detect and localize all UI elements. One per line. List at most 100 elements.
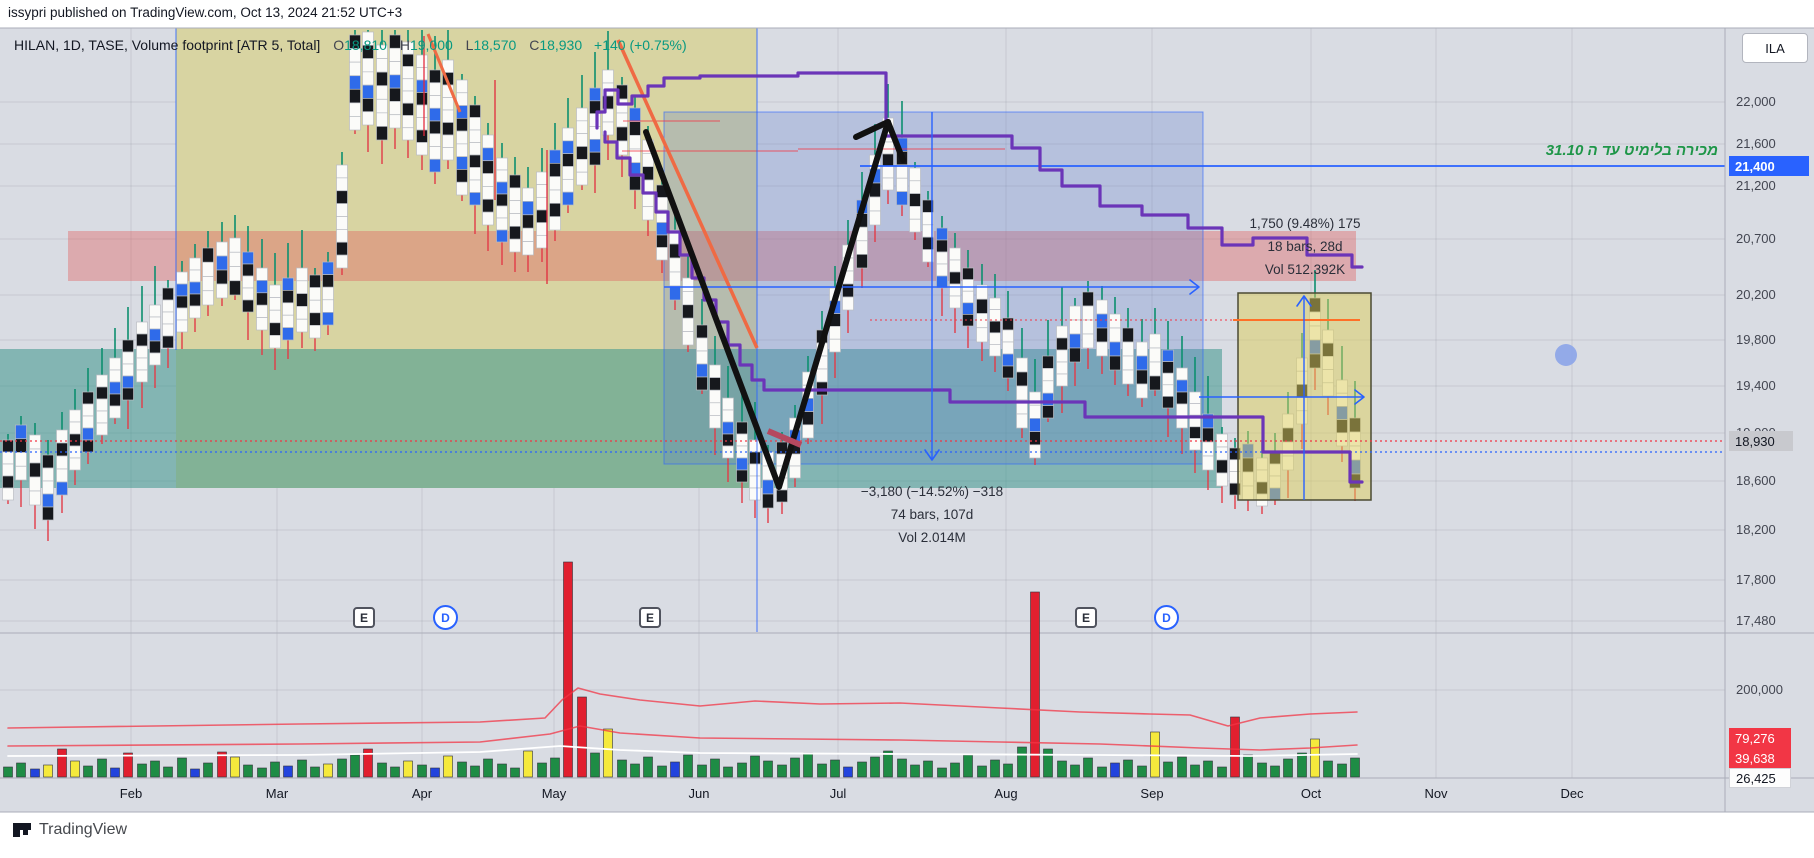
blue-range-box[interactable]: [663, 111, 1204, 465]
volume-ma-line[interactable]: [7, 687, 1358, 729]
footprint-cell: [149, 304, 161, 318]
black-v-arrow[interactable]: [643, 119, 891, 490]
up-arrowhead-icon[interactable]: [1296, 295, 1312, 307]
footprint-cell: [1016, 371, 1028, 387]
chart-legend[interactable]: HILAN, 1D, TASE, Volume footprint [ATR 5…: [14, 37, 687, 53]
down-arrowhead-icon[interactable]: [924, 449, 940, 461]
month-label-oct[interactable]: Oct: [1300, 786, 1322, 801]
footprint-cell: [522, 201, 534, 216]
volume-bar: [1177, 756, 1187, 778]
footprint-cell: [1122, 355, 1134, 371]
footprint-cell: [469, 154, 481, 168]
footprint-cell: [1189, 391, 1201, 404]
footprint-cell: [1069, 333, 1081, 349]
volume-bar: [1003, 763, 1013, 778]
month-label-aug[interactable]: Aug: [994, 786, 1018, 801]
dividend-badge[interactable]: D: [1154, 605, 1179, 630]
footprint-cell: [122, 375, 134, 389]
footprint-cell: [322, 286, 334, 301]
footprint-cell: [1162, 361, 1174, 374]
black-arrowhead[interactable]: [885, 119, 906, 163]
measure-down-label[interactable]: −3,180 (−14.52%) −318 74 bars, 107d Vol …: [861, 480, 1003, 549]
footprint-cell: [602, 121, 614, 136]
footprint-cell: [189, 293, 201, 307]
price-tick-label: 18,600: [1736, 473, 1776, 488]
footprint-cell: [909, 193, 921, 207]
volume-ma-line-2[interactable]: [7, 725, 1358, 751]
volume-ma-line-white[interactable]: [7, 745, 1358, 757]
month-label-nov[interactable]: Nov: [1424, 786, 1448, 801]
volume-bar: [470, 765, 480, 778]
footprint-cell: [549, 149, 561, 164]
footprint-cell: [2, 463, 14, 477]
purple-upper-step-line[interactable]: [595, 71, 1364, 269]
footprint-cell: [522, 214, 534, 229]
footprint-cell: [522, 227, 534, 242]
black-arrowhead[interactable]: [853, 119, 891, 140]
footprint-cell: [296, 280, 308, 294]
footprint-cell: [1042, 368, 1054, 382]
footprint-cell: [309, 299, 321, 314]
month-label-may[interactable]: May: [541, 786, 567, 801]
month-label-mar[interactable]: Mar: [265, 786, 289, 801]
purple-lower-step-line[interactable]: [603, 130, 1364, 484]
tradingview-footer[interactable]: TradingView: [12, 820, 127, 840]
earnings-badge[interactable]: E: [353, 607, 375, 628]
footprint-cell: [389, 61, 401, 76]
footprint-cell: [336, 229, 348, 243]
footprint-cell: [962, 302, 974, 315]
pink-zone[interactable]: [68, 231, 1356, 281]
dividend-badge[interactable]: D: [433, 605, 458, 630]
right-arrowhead-icon-2[interactable]: [1354, 389, 1365, 405]
footprint-cell: [216, 241, 228, 257]
volume-bar: [1323, 760, 1333, 778]
footprint-cell: [269, 335, 281, 349]
footprint-cell: [1216, 446, 1228, 461]
month-label-jun[interactable]: Jun: [688, 786, 710, 801]
footprint-cell: [349, 88, 361, 104]
earnings-badge[interactable]: E: [1075, 607, 1097, 628]
footprint-cell: [469, 117, 481, 131]
measure-up-label[interactable]: 1,750 (9.48%) 175 18 bars, 28d Vol 512.3…: [1249, 212, 1360, 281]
footprint-cell: [69, 421, 81, 435]
sell-limit-price-badge[interactable]: 21,400: [1729, 156, 1809, 176]
footprint-cell: [602, 69, 614, 84]
change-value: +140 (+0.75%): [594, 37, 687, 53]
footprint-cell: [456, 79, 468, 94]
volume-bar: [190, 768, 200, 778]
volume-bar: [177, 757, 187, 778]
earnings-badge[interactable]: E: [639, 607, 661, 628]
footprint-cell: [336, 190, 348, 204]
footprint-cell: [189, 281, 201, 295]
volume-bar: [1123, 759, 1133, 778]
price-tick-label: 17,800: [1736, 572, 1776, 587]
month-label-sep[interactable]: Sep: [1140, 786, 1164, 801]
sell-limit-note[interactable]: מכירה בלימיט עד ה 31.10: [1545, 142, 1718, 159]
footprint-cell: [1162, 372, 1174, 386]
footprint-cell: [429, 82, 441, 96]
footprint-cell: [1069, 305, 1081, 321]
right-arrowhead-icon[interactable]: [1189, 279, 1200, 295]
volume-bar: [1070, 764, 1080, 778]
footprint-cell: [949, 259, 961, 273]
blue-dot-marker[interactable]: [1555, 344, 1577, 366]
currency-badge[interactable]: ILA: [1742, 33, 1808, 63]
footprint-cell: [802, 411, 814, 426]
volume-bar: [457, 761, 467, 778]
month-label-apr[interactable]: Apr: [411, 786, 433, 801]
volume-bar: [1057, 760, 1067, 778]
month-label-feb[interactable]: Feb: [119, 786, 143, 801]
last-price-badge[interactable]: 18,930: [1729, 431, 1793, 451]
volume-bar: [843, 766, 853, 778]
month-label-jul[interactable]: Jul: [829, 786, 847, 801]
symbol-title[interactable]: HILAN, 1D, TASE, Volume footprint [ATR 5…: [14, 37, 321, 53]
footprint-cell: [1109, 341, 1121, 357]
price-tick-label: 22,000: [1736, 94, 1776, 109]
footprint-cell: [362, 84, 374, 99]
volume-bar: [1257, 762, 1267, 778]
month-label-dec[interactable]: Dec: [1560, 786, 1584, 801]
volume-bar: [870, 756, 880, 778]
footprint-cell: [1162, 384, 1174, 397]
footprint-cell: [429, 95, 441, 109]
